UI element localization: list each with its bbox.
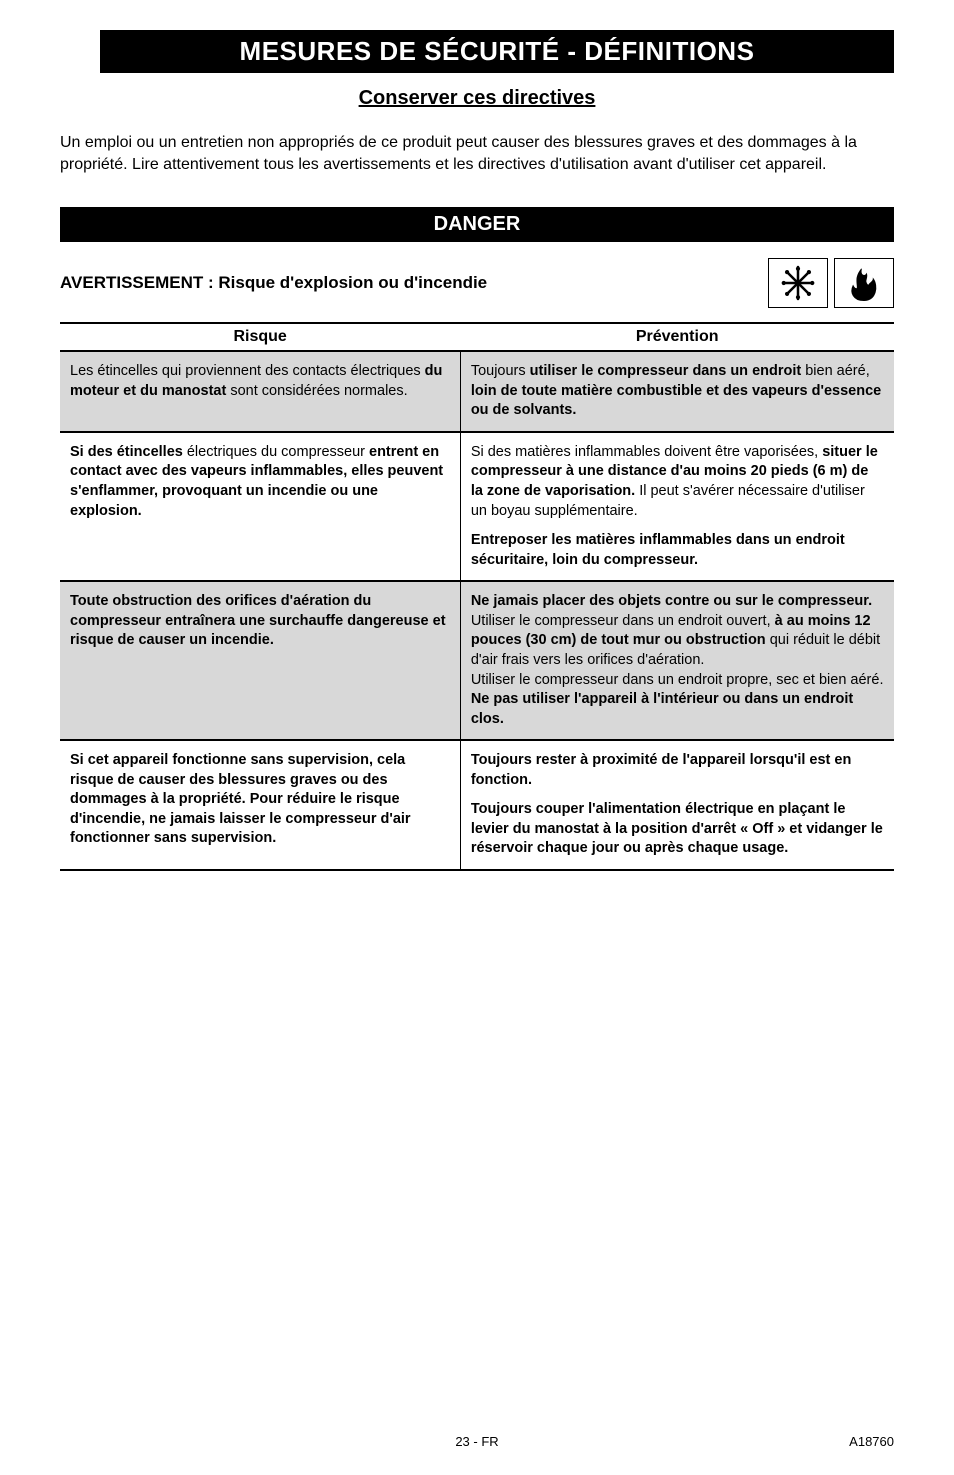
risk-cell: Si des étincelles électriques du compres…	[60, 432, 460, 581]
footer-page-number: 23 - FR	[60, 1434, 894, 1449]
fire-icon	[834, 258, 894, 308]
danger-bar: DANGER	[60, 207, 894, 242]
prevention-cell: Toujours utiliser le compresseur dans un…	[460, 351, 894, 432]
prevention-cell: Toujours rester à proximité de l'apparei…	[460, 740, 894, 870]
table-header-right: Prévention	[460, 323, 894, 351]
section-title: MESURES DE SÉCURITÉ - DÉFINITIONS	[240, 36, 755, 66]
intro-paragraph: Un emploi ou un entretien non appropriés…	[60, 132, 894, 175]
warning-row: AVERTISSEMENT : Risque d'explosion ou d'…	[60, 258, 894, 308]
risk-table: Risque Prévention Les étincelles qui pro…	[60, 322, 894, 871]
page-footer: 23 - FR A18760	[60, 1434, 894, 1449]
spark-icon	[768, 258, 828, 308]
table-header-left: Risque	[60, 323, 460, 351]
risk-cell: Les étincelles qui proviennent des conta…	[60, 351, 460, 432]
table-row: Les étincelles qui proviennent des conta…	[60, 351, 894, 432]
risk-cell: Si cet appareil fonctionne sans supervis…	[60, 740, 460, 870]
section-subhead: Conserver ces directives	[60, 87, 894, 110]
warning-heading: AVERTISSEMENT : Risque d'explosion ou d'…	[60, 273, 487, 293]
table-row: Si cet appareil fonctionne sans supervis…	[60, 740, 894, 870]
table-row: Toute obstruction des orifices d'aératio…	[60, 581, 894, 740]
hazard-icons	[768, 258, 894, 308]
risk-cell: Toute obstruction des orifices d'aératio…	[60, 581, 460, 740]
danger-label: DANGER	[434, 213, 521, 235]
prevention-cell: Ne jamais placer des objets contre ou su…	[460, 581, 894, 740]
table-row: Si des étincelles électriques du compres…	[60, 432, 894, 581]
prevention-cell: Si des matières inflammables doivent êtr…	[460, 432, 894, 581]
section-title-bar: MESURES DE SÉCURITÉ - DÉFINITIONS	[60, 30, 894, 73]
